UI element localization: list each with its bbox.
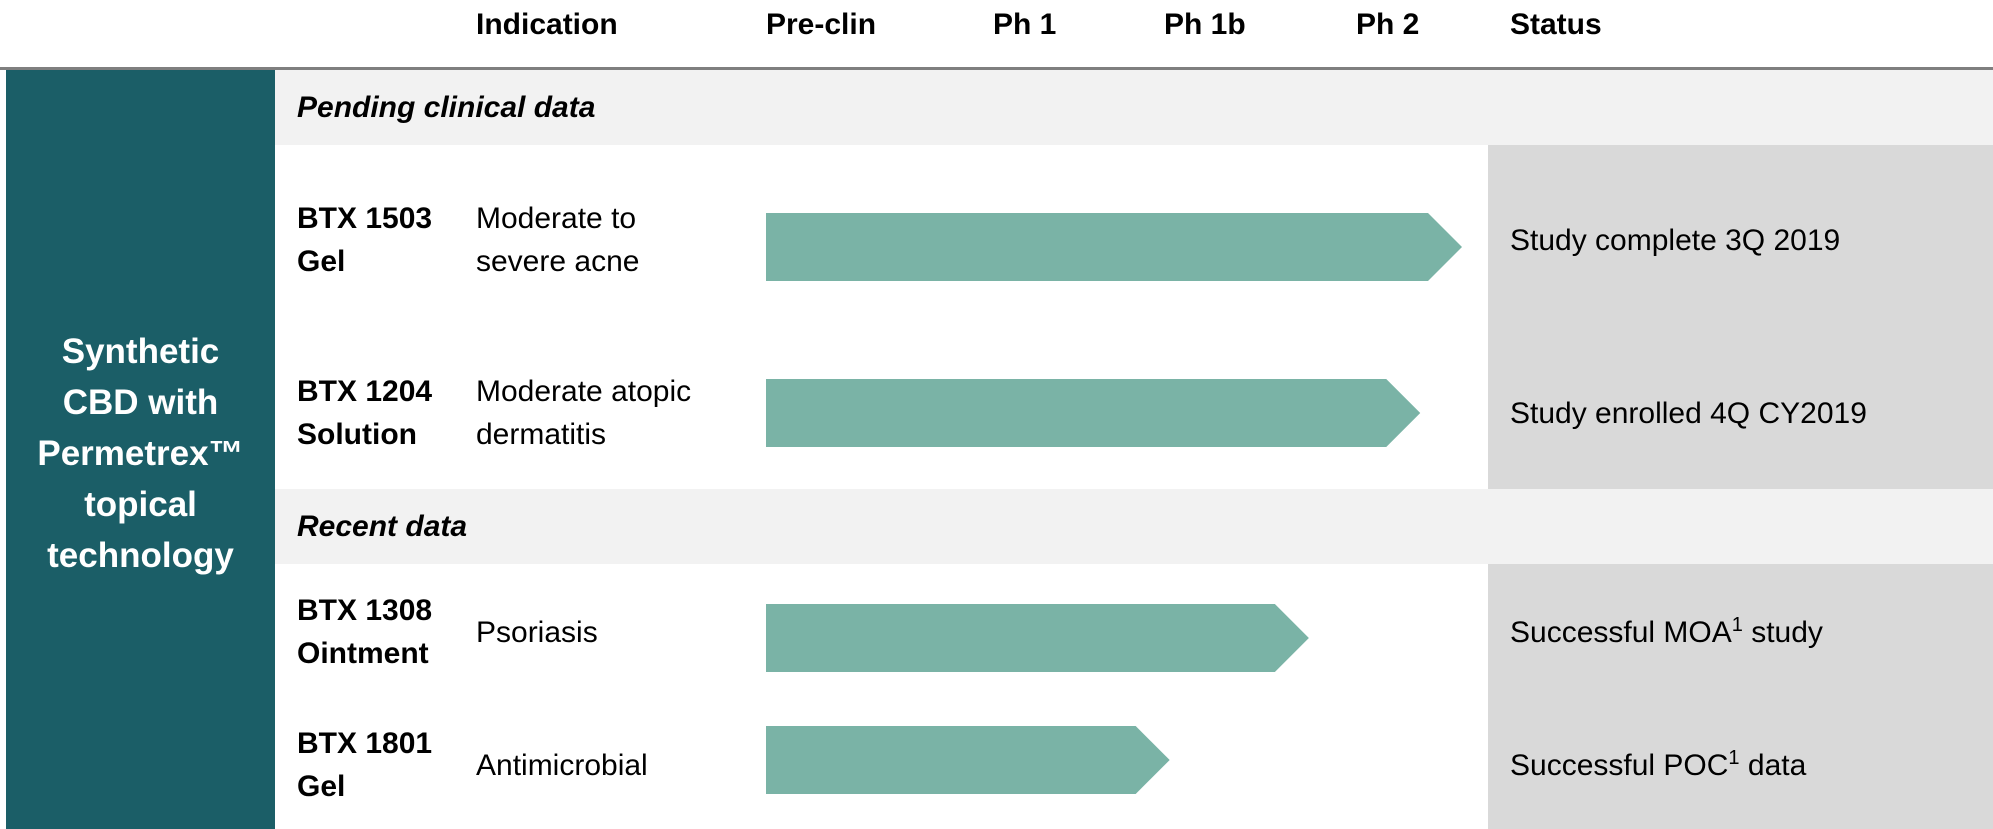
product-name: BTX 1801 Gel xyxy=(297,722,432,808)
header-divider xyxy=(0,67,1993,70)
product-code: BTX 1308 xyxy=(297,594,433,627)
product-form: Gel xyxy=(297,770,346,803)
sidebar-line: CBD with xyxy=(62,383,219,422)
section-pending: Pending clinical data xyxy=(275,70,1993,145)
indication-line: Moderate to xyxy=(476,202,637,235)
status-rest: data xyxy=(1739,749,1807,782)
header-status: Status xyxy=(1510,8,1602,41)
product-code: BTX 1204 xyxy=(297,375,433,408)
header-ph1b: Ph 1b xyxy=(1164,8,1246,41)
product-code: BTX 1503 xyxy=(297,202,433,235)
section-recent: Recent data xyxy=(275,489,1993,564)
product-code: BTX 1801 xyxy=(297,727,433,760)
stage-progress-arrow xyxy=(766,379,1421,447)
indication: Antimicrobial xyxy=(476,744,648,787)
product-name: BTX 1204 Solution xyxy=(297,370,432,456)
product-form: Ointment xyxy=(297,637,429,670)
footnote-marker: 1 xyxy=(1728,747,1740,769)
product-form: Gel xyxy=(297,245,346,278)
sidebar-line: Synthetic xyxy=(61,332,220,371)
product-name: BTX 1503 Gel xyxy=(297,197,432,283)
status-band-pending xyxy=(1488,145,1993,489)
status-text: Study enrolled 4Q CY2019 xyxy=(1510,397,1867,430)
product-form: Solution xyxy=(297,418,417,451)
indication: Psoriasis xyxy=(476,611,598,654)
header-ph2: Ph 2 xyxy=(1356,8,1420,41)
stage-progress-arrow xyxy=(766,604,1309,672)
indication: Moderate atopic dermatitis xyxy=(476,370,691,456)
footnote-marker: 1 xyxy=(1731,614,1743,636)
status-text: Successful POC1 data xyxy=(1510,744,1806,787)
status-text: Successful MOA1 study xyxy=(1510,611,1823,654)
status-text: Study complete 3Q 2019 xyxy=(1510,224,1841,257)
indication-line: dermatitis xyxy=(476,418,607,451)
section-title: Recent data xyxy=(297,510,468,543)
stage-progress-arrow xyxy=(766,726,1170,794)
header-ph1: Ph 1 xyxy=(993,8,1057,41)
sidebar-label: Synthetic CBD with Permetrex™ topical te… xyxy=(6,326,275,581)
product-name: BTX 1308 Ointment xyxy=(297,589,432,675)
status-main: Successful MOA xyxy=(1510,616,1732,649)
indication-line: Antimicrobial xyxy=(476,749,648,782)
section-title: Pending clinical data xyxy=(297,91,596,124)
status-band-recent xyxy=(1488,564,1993,829)
indication-line: severe acne xyxy=(476,245,640,278)
sidebar-panel xyxy=(6,70,275,829)
header-indication: Indication xyxy=(476,8,618,41)
header-preclin: Pre-clin xyxy=(766,8,877,41)
indication-line: Moderate atopic xyxy=(476,375,692,408)
sidebar-line: topical xyxy=(84,485,197,524)
stage-progress-arrow xyxy=(766,213,1462,281)
status-main: Successful POC xyxy=(1510,749,1729,782)
status-rest: study xyxy=(1742,616,1823,649)
sidebar-line: Permetrex™ xyxy=(37,434,244,473)
sidebar-line: technology xyxy=(47,536,234,575)
indication: Moderate to severe acne xyxy=(476,197,639,283)
indication-line: Psoriasis xyxy=(476,616,598,649)
